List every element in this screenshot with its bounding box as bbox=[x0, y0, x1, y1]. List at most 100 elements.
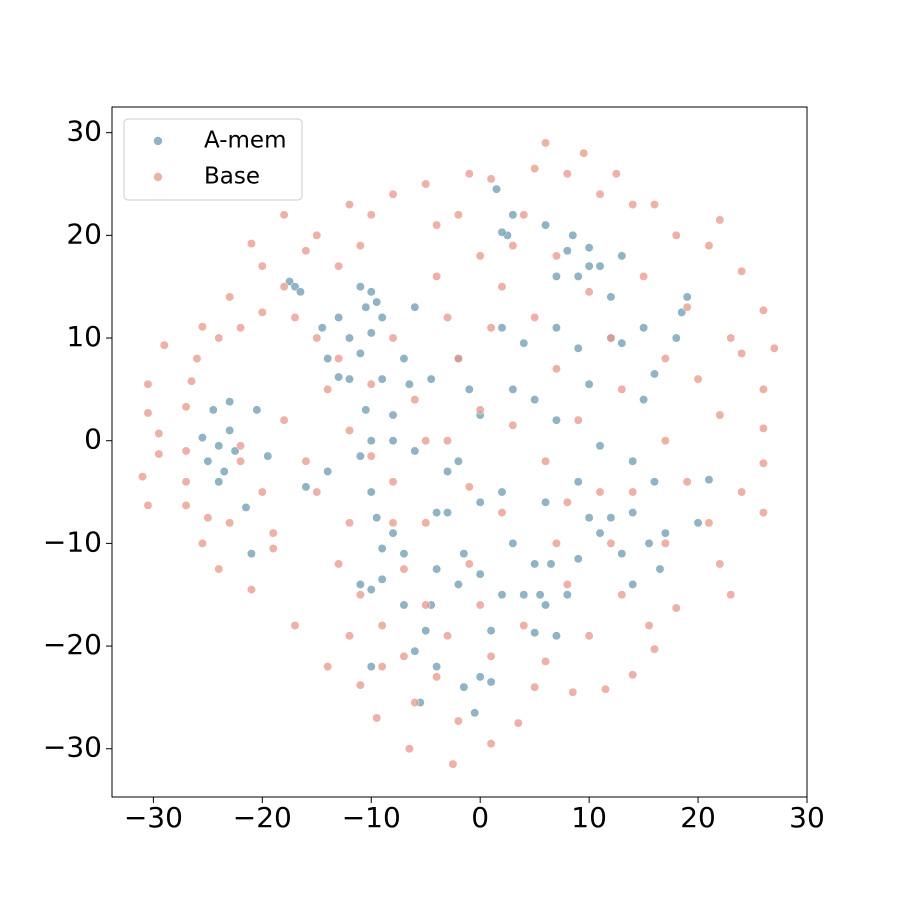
point bbox=[290, 621, 300, 630]
point bbox=[410, 698, 420, 707]
point bbox=[464, 169, 474, 179]
point bbox=[355, 241, 365, 251]
x-tick-label: 0 bbox=[471, 801, 489, 834]
point bbox=[345, 518, 354, 528]
point bbox=[432, 672, 442, 682]
point bbox=[268, 544, 278, 553]
point bbox=[432, 271, 442, 281]
point bbox=[214, 477, 224, 487]
point bbox=[214, 564, 224, 574]
point bbox=[159, 340, 169, 350]
point bbox=[573, 477, 583, 487]
point bbox=[399, 354, 409, 364]
point bbox=[519, 210, 529, 220]
point bbox=[628, 487, 638, 497]
point bbox=[301, 246, 311, 256]
point bbox=[639, 323, 649, 333]
point bbox=[671, 603, 681, 613]
point bbox=[366, 451, 376, 461]
point bbox=[660, 354, 670, 364]
point bbox=[617, 251, 627, 261]
point bbox=[181, 500, 191, 510]
point bbox=[595, 487, 605, 497]
point bbox=[377, 662, 387, 672]
point bbox=[541, 657, 551, 666]
point bbox=[601, 684, 610, 694]
legend-label: Base bbox=[204, 164, 260, 190]
point bbox=[562, 590, 572, 600]
point bbox=[432, 508, 442, 518]
point bbox=[443, 467, 452, 476]
point bbox=[138, 472, 147, 482]
point bbox=[541, 497, 551, 507]
point bbox=[541, 456, 551, 466]
point bbox=[372, 513, 382, 523]
point bbox=[459, 682, 469, 692]
point bbox=[573, 554, 583, 564]
axes-frame bbox=[111, 106, 808, 798]
point bbox=[758, 384, 768, 394]
legend-box bbox=[123, 118, 303, 201]
point bbox=[492, 184, 501, 194]
point bbox=[453, 210, 463, 220]
x-tick-label: −10 bbox=[342, 801, 401, 834]
point bbox=[317, 323, 327, 333]
point bbox=[497, 227, 507, 237]
point bbox=[486, 626, 496, 636]
point bbox=[584, 513, 594, 523]
point bbox=[579, 148, 589, 158]
point bbox=[312, 487, 322, 497]
point bbox=[366, 210, 376, 220]
point bbox=[203, 513, 213, 523]
point bbox=[682, 477, 692, 487]
point bbox=[404, 744, 414, 754]
point bbox=[519, 621, 529, 630]
point bbox=[617, 590, 627, 600]
point bbox=[323, 384, 333, 394]
point bbox=[432, 662, 442, 672]
point bbox=[486, 651, 496, 661]
point bbox=[301, 456, 311, 466]
y-tick-label: −30 bbox=[43, 731, 102, 764]
point bbox=[366, 585, 376, 595]
point bbox=[355, 282, 365, 292]
point bbox=[693, 518, 703, 528]
point bbox=[617, 384, 627, 394]
point bbox=[268, 528, 278, 538]
point bbox=[628, 670, 638, 680]
point bbox=[530, 682, 540, 692]
point bbox=[459, 549, 469, 559]
legend-marker bbox=[153, 172, 163, 182]
point bbox=[758, 423, 768, 433]
point bbox=[464, 482, 474, 492]
point bbox=[361, 405, 371, 415]
point bbox=[453, 716, 463, 726]
point bbox=[448, 759, 458, 769]
point bbox=[639, 271, 649, 281]
point bbox=[312, 230, 322, 240]
point bbox=[246, 585, 256, 595]
point bbox=[334, 261, 344, 271]
y-tick-label: 30 bbox=[66, 115, 102, 148]
point bbox=[660, 436, 670, 446]
point bbox=[508, 384, 518, 394]
point bbox=[236, 323, 245, 333]
point bbox=[225, 292, 235, 302]
point bbox=[628, 508, 638, 518]
point bbox=[715, 559, 725, 569]
point bbox=[628, 580, 638, 589]
point bbox=[530, 628, 540, 638]
x-tick-label: 10 bbox=[571, 801, 607, 834]
point bbox=[143, 379, 153, 389]
point bbox=[366, 287, 376, 297]
point bbox=[568, 687, 578, 697]
point bbox=[443, 436, 452, 446]
point bbox=[355, 680, 365, 690]
point bbox=[769, 343, 779, 353]
point bbox=[225, 518, 235, 528]
point bbox=[530, 395, 540, 405]
point bbox=[552, 364, 561, 374]
x-tick-label: 20 bbox=[680, 801, 716, 834]
point bbox=[453, 580, 463, 589]
legend-label: A-mem bbox=[204, 128, 287, 154]
